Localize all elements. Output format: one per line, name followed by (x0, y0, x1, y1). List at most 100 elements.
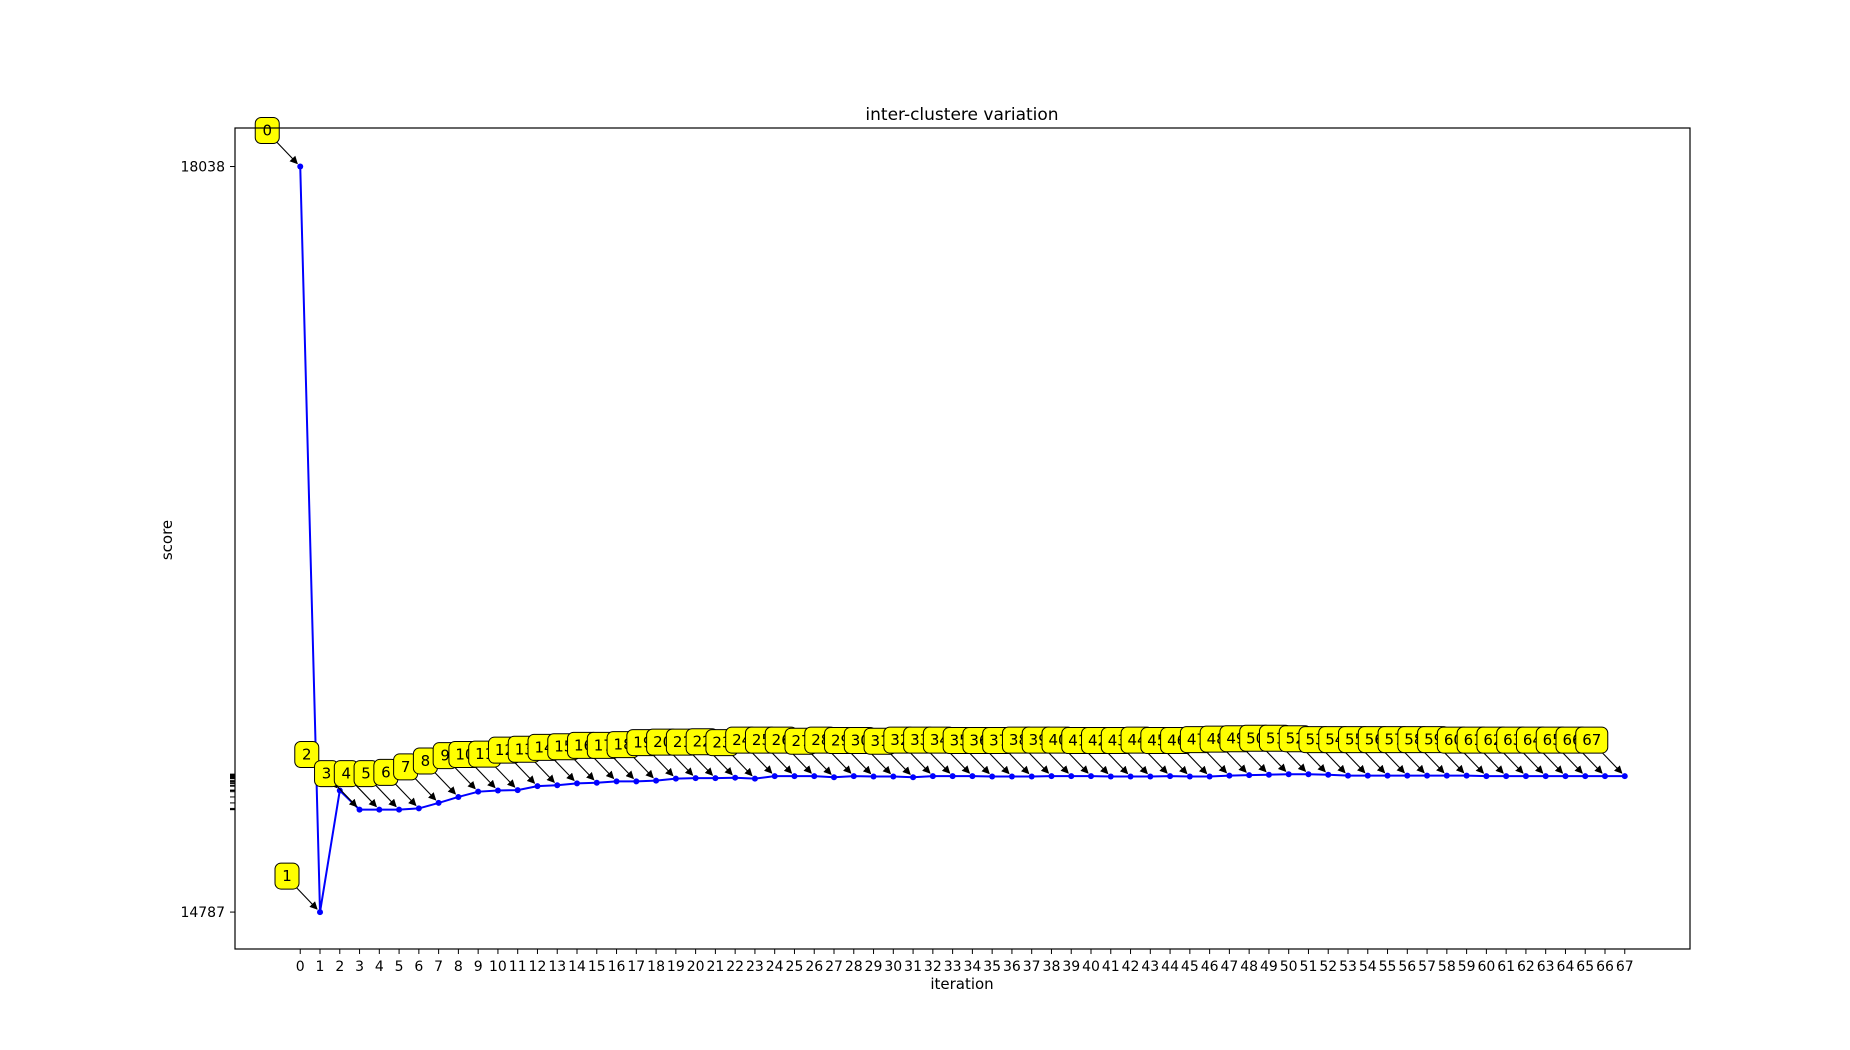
x-tick-label: 67 (1616, 959, 1634, 975)
data-point (672, 775, 679, 782)
data-point (574, 780, 581, 787)
annotation-arrow (551, 757, 575, 782)
annotation-arrow (1322, 749, 1346, 774)
annotation-arrow (393, 782, 417, 807)
annotation-arrow (274, 140, 298, 165)
x-tick-label: 39 (1062, 959, 1080, 975)
data-point (1087, 773, 1094, 780)
y-tick-label: 14787 (180, 905, 225, 921)
data-point (1048, 773, 1055, 780)
x-tick-label: 2 (335, 959, 344, 975)
data-point (1542, 773, 1549, 780)
data-point (1582, 773, 1589, 780)
annotation-label: 67 (1582, 731, 1601, 749)
data-point (613, 778, 620, 785)
data-point (396, 806, 403, 813)
data-point (554, 782, 561, 789)
data-point (1463, 772, 1470, 779)
data-point (1305, 771, 1312, 778)
annotation-arrow (452, 765, 476, 790)
annotation-arrow (1085, 750, 1109, 775)
annotation-label: 7 (401, 758, 411, 776)
x-axis-title: iteration (930, 975, 993, 993)
data-point (1167, 773, 1174, 780)
annotation-box (1575, 726, 1609, 754)
annotation-arrow (531, 758, 555, 783)
x-tick-label: 22 (726, 959, 744, 975)
data-point (1522, 773, 1529, 780)
data-point (1147, 773, 1154, 780)
data-point (514, 787, 521, 794)
x-tick-label: 16 (608, 959, 626, 975)
data-point (732, 774, 739, 781)
annotation-arrow (630, 754, 654, 779)
annotation-arrow (986, 750, 1010, 775)
x-tick-label: 30 (884, 959, 902, 975)
plot-background (235, 128, 1690, 949)
x-tick-label: 63 (1537, 959, 1555, 975)
data-point (1364, 772, 1371, 779)
data-point (435, 799, 442, 806)
annotation-arrow (1342, 749, 1366, 774)
x-tick-label: 38 (1043, 959, 1061, 975)
annotation-arrow (1105, 750, 1129, 775)
x-tick-label: 47 (1220, 959, 1238, 975)
x-tick-label: 36 (1003, 959, 1021, 975)
data-point (791, 773, 798, 780)
x-tick-label: 42 (1122, 959, 1140, 975)
x-tick-label: 62 (1517, 959, 1535, 975)
x-tick-label: 34 (963, 959, 981, 975)
data-point (1384, 772, 1391, 779)
x-tick-label: 23 (746, 959, 764, 975)
annotation-arrow (1500, 749, 1524, 774)
data-points (297, 163, 1628, 916)
data-point (1503, 773, 1510, 780)
data-point (1186, 773, 1193, 780)
chart-title: inter-clustere variation (865, 105, 1058, 125)
data-point (593, 779, 600, 786)
x-tick-label: 18 (647, 959, 665, 975)
x-tick-label: 66 (1596, 959, 1614, 975)
x-tick-label: 13 (548, 959, 566, 975)
series-line (299, 166, 1625, 913)
annotation-arrow (887, 750, 911, 775)
data-point (1008, 773, 1015, 780)
data-point (850, 773, 857, 780)
x-tick-label: 40 (1082, 959, 1100, 975)
data-point (1246, 772, 1253, 779)
annotation-arrow (729, 752, 753, 777)
annotation-arrow (907, 749, 931, 774)
x-tick-label: 53 (1339, 959, 1357, 975)
data-point (494, 787, 501, 794)
x-tick-label: 24 (766, 959, 784, 975)
annotation-arrow (650, 752, 674, 777)
x-tick-label: 60 (1477, 959, 1495, 975)
data-point (1127, 773, 1134, 780)
data-point (929, 773, 936, 780)
data-point (475, 788, 482, 795)
data-point (376, 806, 383, 813)
x-tick-label: 19 (667, 959, 685, 975)
annotation-label: 2 (302, 746, 312, 764)
y-tick-label: 18038 (180, 160, 225, 176)
x-tick-label: 0 (296, 959, 305, 975)
x-tick-label: 27 (825, 959, 843, 975)
series-polyline (299, 166, 1625, 913)
x-tick-label: 7 (434, 959, 443, 975)
x-tick-label: 51 (1300, 959, 1318, 975)
data-point (1562, 773, 1569, 780)
annotation-arrow (294, 885, 318, 910)
x-tick-label: 25 (786, 959, 804, 975)
data-point (317, 909, 324, 916)
annotation-arrow (1401, 749, 1425, 774)
x-tick-label: 4 (375, 959, 384, 975)
x-tick-label: 6 (414, 959, 423, 975)
x-tick-label: 50 (1280, 959, 1298, 975)
annotation-arrow (1223, 748, 1247, 773)
annotation-arrow (413, 776, 437, 801)
data-point (633, 778, 640, 785)
data-point (811, 773, 818, 780)
annotation-arrow (1559, 749, 1583, 774)
